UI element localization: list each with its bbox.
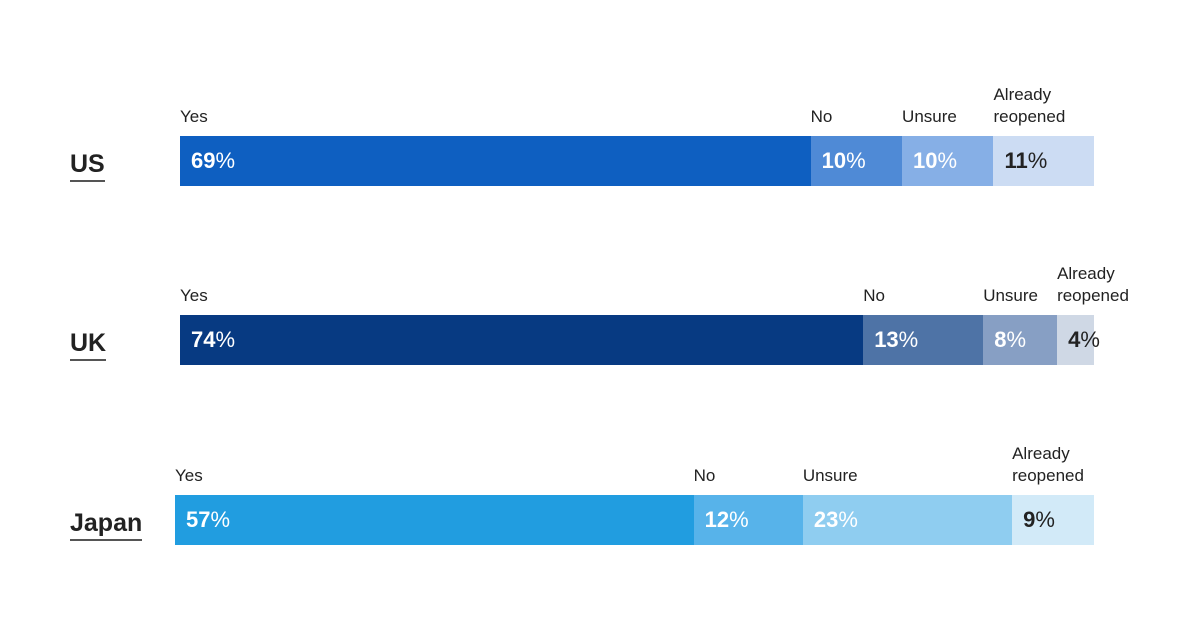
bar-segment-us-1: 10% — [810, 136, 903, 186]
data-label: 9% — [1023, 507, 1055, 532]
bar-segment-us-0: 69% — [180, 136, 812, 186]
bar-segment-uk-3: 4% — [1057, 315, 1100, 365]
country-label-uk: UK — [70, 329, 107, 361]
data-label: 11% — [1004, 148, 1048, 173]
category-label: Yes — [180, 107, 208, 126]
category-label: Yes — [175, 466, 203, 485]
data-label: 23% — [813, 507, 858, 532]
bar-segment-japan-1: 12% — [693, 495, 804, 545]
data-label: 8% — [994, 327, 1027, 352]
data-label: 12% — [704, 507, 749, 532]
category-label: Unsure — [902, 107, 957, 126]
country-label-japan: Japan — [70, 509, 143, 541]
data-label: 74% — [191, 327, 236, 352]
data-label: 10% — [821, 148, 866, 173]
data-label: 57% — [186, 507, 231, 532]
category-label: No — [810, 107, 833, 126]
category-label: Already reopened — [1057, 264, 1129, 305]
bar-segment-us-3: 11% — [993, 136, 1095, 186]
data-label: 13% — [874, 327, 919, 352]
category-label: Unsure — [983, 286, 1039, 305]
country-label-us: US — [70, 150, 105, 182]
category-label: Already reopened — [993, 85, 1066, 126]
category-label: No — [863, 286, 885, 305]
bar-segment-uk-0: 74% — [180, 315, 864, 365]
bar-segment-japan-2: 23% — [802, 495, 1013, 545]
category-label: Unsure — [802, 466, 858, 485]
category-label: Yes — [180, 286, 208, 305]
bar-segment-japan-3: 9% — [1012, 495, 1095, 545]
category-label: Already reopened — [1012, 444, 1084, 485]
bar-segment-japan-0: 57% — [175, 495, 695, 545]
data-label: 4% — [1068, 327, 1100, 352]
bar-segment-uk-2: 8% — [983, 315, 1058, 365]
data-label: 69% — [191, 148, 236, 173]
data-label: 10% — [913, 148, 958, 173]
bar-segment-us-2: 10% — [902, 136, 994, 186]
bar-segment-uk-1: 13% — [863, 315, 984, 365]
category-label: No — [693, 466, 716, 485]
